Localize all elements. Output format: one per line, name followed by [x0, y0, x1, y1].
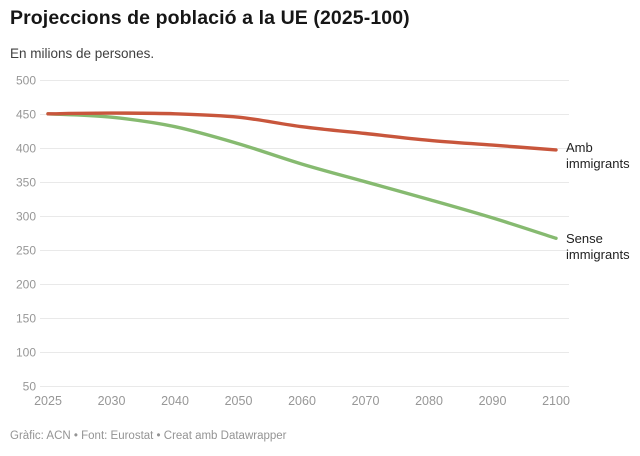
- series-line-amb-immigrants: [46, 111, 558, 152]
- x-tick-label: 2080: [415, 394, 443, 408]
- x-tick-label: 2040: [161, 394, 189, 408]
- y-tick-label: 250: [16, 244, 36, 258]
- credit-line: Gràfic: ACN • Font: Eurostat • Creat amb…: [10, 430, 287, 442]
- y-tick-label: 450: [16, 108, 36, 122]
- y-tick-label: 50: [23, 380, 37, 394]
- series-line-sense-immigrants: [46, 112, 558, 240]
- series-label-amb-immigrants: Amb immigrants: [566, 140, 630, 171]
- chart-subtitle: En milions de persones.: [10, 46, 155, 61]
- x-tick-label: 2070: [352, 394, 380, 408]
- y-tick-label: 100: [16, 346, 36, 360]
- y-tick-label: 500: [16, 74, 36, 88]
- y-tick-label: 350: [16, 176, 36, 190]
- series-label-sense-immigrants: Sense immigrants: [566, 231, 630, 262]
- y-tick-label: 200: [16, 278, 36, 292]
- x-tick-label: 2025: [34, 394, 62, 408]
- x-tick-label: 2060: [288, 394, 316, 408]
- x-tick-label: 2050: [225, 394, 253, 408]
- y-tick-label: 150: [16, 312, 36, 326]
- x-tick-label: 2090: [479, 394, 507, 408]
- x-tick-label: 2030: [98, 394, 126, 408]
- y-tick-label: 400: [16, 142, 36, 156]
- x-tick-label: 2100: [542, 394, 570, 408]
- y-tick-label: 300: [16, 210, 36, 224]
- chart-title: Projeccions de població a la UE (2025-10…: [10, 7, 410, 29]
